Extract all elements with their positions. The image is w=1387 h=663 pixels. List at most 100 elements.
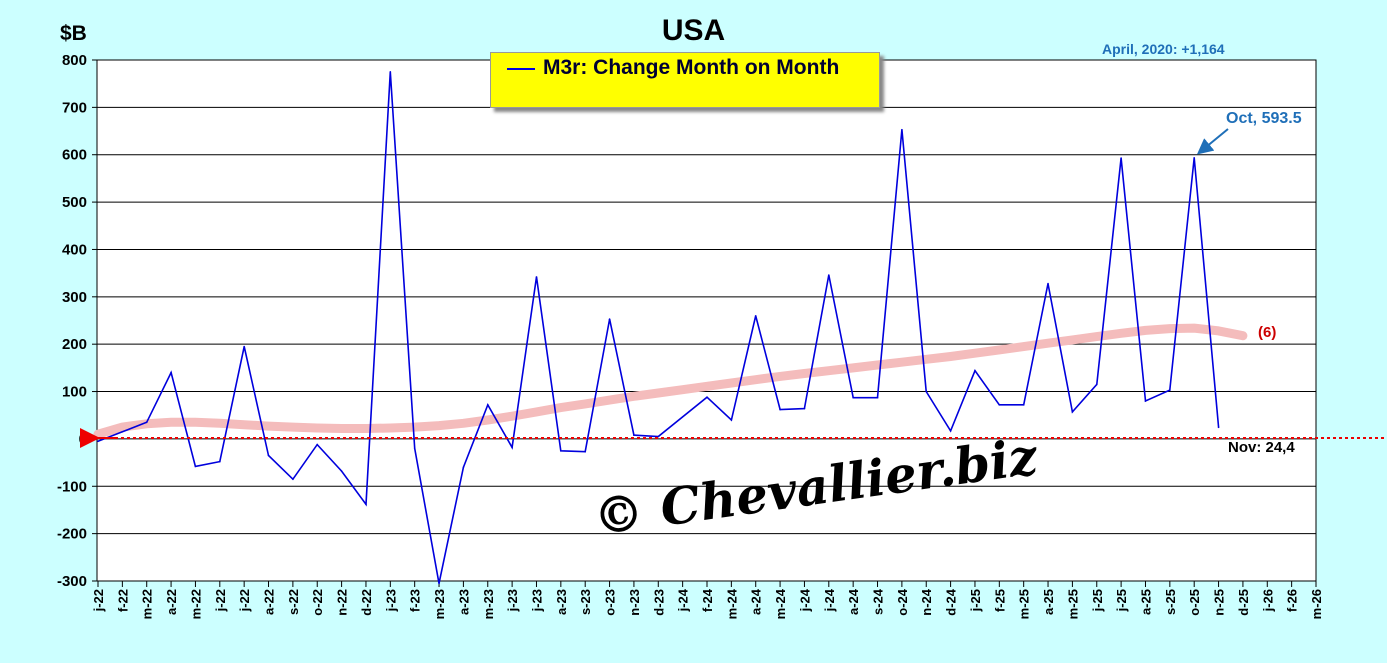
y-tick-label: 0	[79, 431, 87, 448]
y-tick-label: 400	[62, 241, 87, 258]
x-tick-label: j-23	[529, 589, 544, 612]
m3r-point	[486, 404, 489, 406]
m3r-point	[901, 128, 903, 131]
m3r-point	[97, 440, 99, 443]
x-tick-label: f-23	[408, 589, 423, 612]
y-tick-label: 300	[62, 289, 87, 306]
m3r-point	[389, 71, 392, 73]
m3r-point	[1144, 400, 1147, 402]
x-tick-label: m-22	[140, 589, 155, 619]
m3r-point	[1022, 404, 1025, 406]
nov-annotation: Nov: 24,4	[1228, 439, 1295, 456]
x-tick-label: j-22	[213, 589, 228, 612]
x-tick-label: f-24	[700, 588, 715, 612]
m3r-point	[1120, 157, 1122, 159]
x-tick-label: a-22	[164, 589, 179, 615]
m3r-point	[462, 466, 465, 469]
x-tick-label: f-22	[115, 589, 130, 612]
x-tick-label: m-22	[188, 589, 203, 619]
x-tick-label: s-22	[286, 589, 301, 615]
x-tick-label: a-22	[262, 589, 277, 615]
m3r-point	[657, 435, 660, 438]
x-tick-label: n-23	[627, 589, 642, 616]
y-tick-label: 100	[62, 384, 87, 401]
x-tick-label: a-24	[846, 588, 861, 615]
x-tick-label: o-22	[310, 589, 325, 616]
x-tick-label: m-24	[724, 588, 739, 619]
x-tick-label: a-23	[554, 589, 569, 615]
x-tick-label: f-25	[992, 589, 1007, 612]
m3r-point	[1193, 157, 1195, 159]
m3r-point	[292, 478, 294, 480]
y-tick-label: -200	[57, 526, 87, 543]
m3r-point	[316, 443, 319, 446]
y-tick-label: -100	[57, 478, 87, 495]
y-tick-label: 700	[62, 99, 87, 116]
m3r-point	[1169, 389, 1171, 391]
y-tick-label: 500	[62, 194, 87, 211]
m3r-point	[145, 421, 148, 424]
m3r-point	[998, 404, 1001, 406]
trend-annotation: (6)	[1258, 324, 1277, 341]
m3r-point	[1095, 383, 1098, 386]
oct-arrow	[1196, 128, 1229, 155]
y-tick-label: -300	[57, 573, 87, 590]
m3r-point	[243, 345, 245, 348]
m3r-point	[1047, 282, 1049, 285]
x-tick-label: d-23	[651, 589, 666, 616]
m3r-point	[633, 434, 635, 436]
m3r-point	[925, 390, 928, 393]
m3r-point	[438, 582, 440, 585]
plot-area	[96, 59, 1317, 582]
x-tick-label: d-22	[359, 589, 374, 616]
m3r-point	[730, 419, 733, 421]
m3r-point	[779, 408, 781, 411]
m3r-point	[803, 407, 806, 410]
x-tick-label: s-25	[1163, 589, 1178, 615]
x-tick-label: j-25	[968, 589, 983, 612]
x-tick-label: a-23	[456, 589, 471, 615]
y-tick-label: 800	[62, 52, 87, 69]
x-tick-label: j-24	[797, 588, 812, 612]
x-tick-label: o-25	[1187, 589, 1202, 616]
x-tick-label: a-25	[1138, 589, 1153, 615]
m3r-point	[365, 503, 367, 506]
x-tick-label: j-24	[676, 588, 691, 612]
y-axis-label: $B	[60, 22, 87, 45]
m3r-point	[974, 369, 976, 372]
x-tick-label: n-24	[919, 588, 934, 616]
x-tick-label: m-24	[773, 588, 788, 619]
x-tick-label: a-25	[1041, 589, 1056, 615]
m3r-point	[754, 314, 757, 317]
x-tick-label: d-24	[944, 588, 959, 616]
chart-title: USA	[661, 14, 726, 47]
legend-swatch	[507, 68, 535, 70]
x-tick-label: n-22	[335, 589, 350, 616]
m3r-point	[608, 318, 611, 320]
x-tick-label: o-24	[895, 588, 910, 616]
x-tick-label: d-25	[1236, 589, 1251, 616]
m3r-point	[121, 431, 124, 433]
x-tick-label: j-22	[237, 589, 252, 612]
legend: M3r: Change Month on Month	[490, 52, 880, 108]
m3r-point	[170, 371, 172, 374]
m3r-point	[852, 396, 854, 399]
x-tick-label: j-22	[91, 589, 106, 612]
m3r-point	[584, 450, 586, 453]
legend-label: M3r: Change Month on Month	[543, 56, 840, 79]
x-tick-label: m-23	[432, 589, 447, 619]
x-tick-label: s-23	[578, 589, 593, 615]
oct-annotation: Oct, 593.5	[1226, 110, 1302, 127]
m3r-point	[560, 449, 562, 452]
x-tick-label: m-25	[1065, 589, 1080, 619]
m3r-point	[1217, 426, 1220, 429]
april-2020-note: April, 2020: +1,164	[1102, 41, 1225, 57]
x-tick-label: a-24	[749, 588, 764, 615]
x-tick-label: j-23	[505, 589, 520, 612]
m3r-point	[340, 470, 343, 472]
m3r-point	[1071, 411, 1074, 413]
m3r-point	[194, 465, 197, 468]
x-tick-label: o-23	[603, 589, 618, 616]
x-tick-label: n-25	[1212, 589, 1227, 616]
x-tick-label: j-25	[1114, 589, 1129, 612]
